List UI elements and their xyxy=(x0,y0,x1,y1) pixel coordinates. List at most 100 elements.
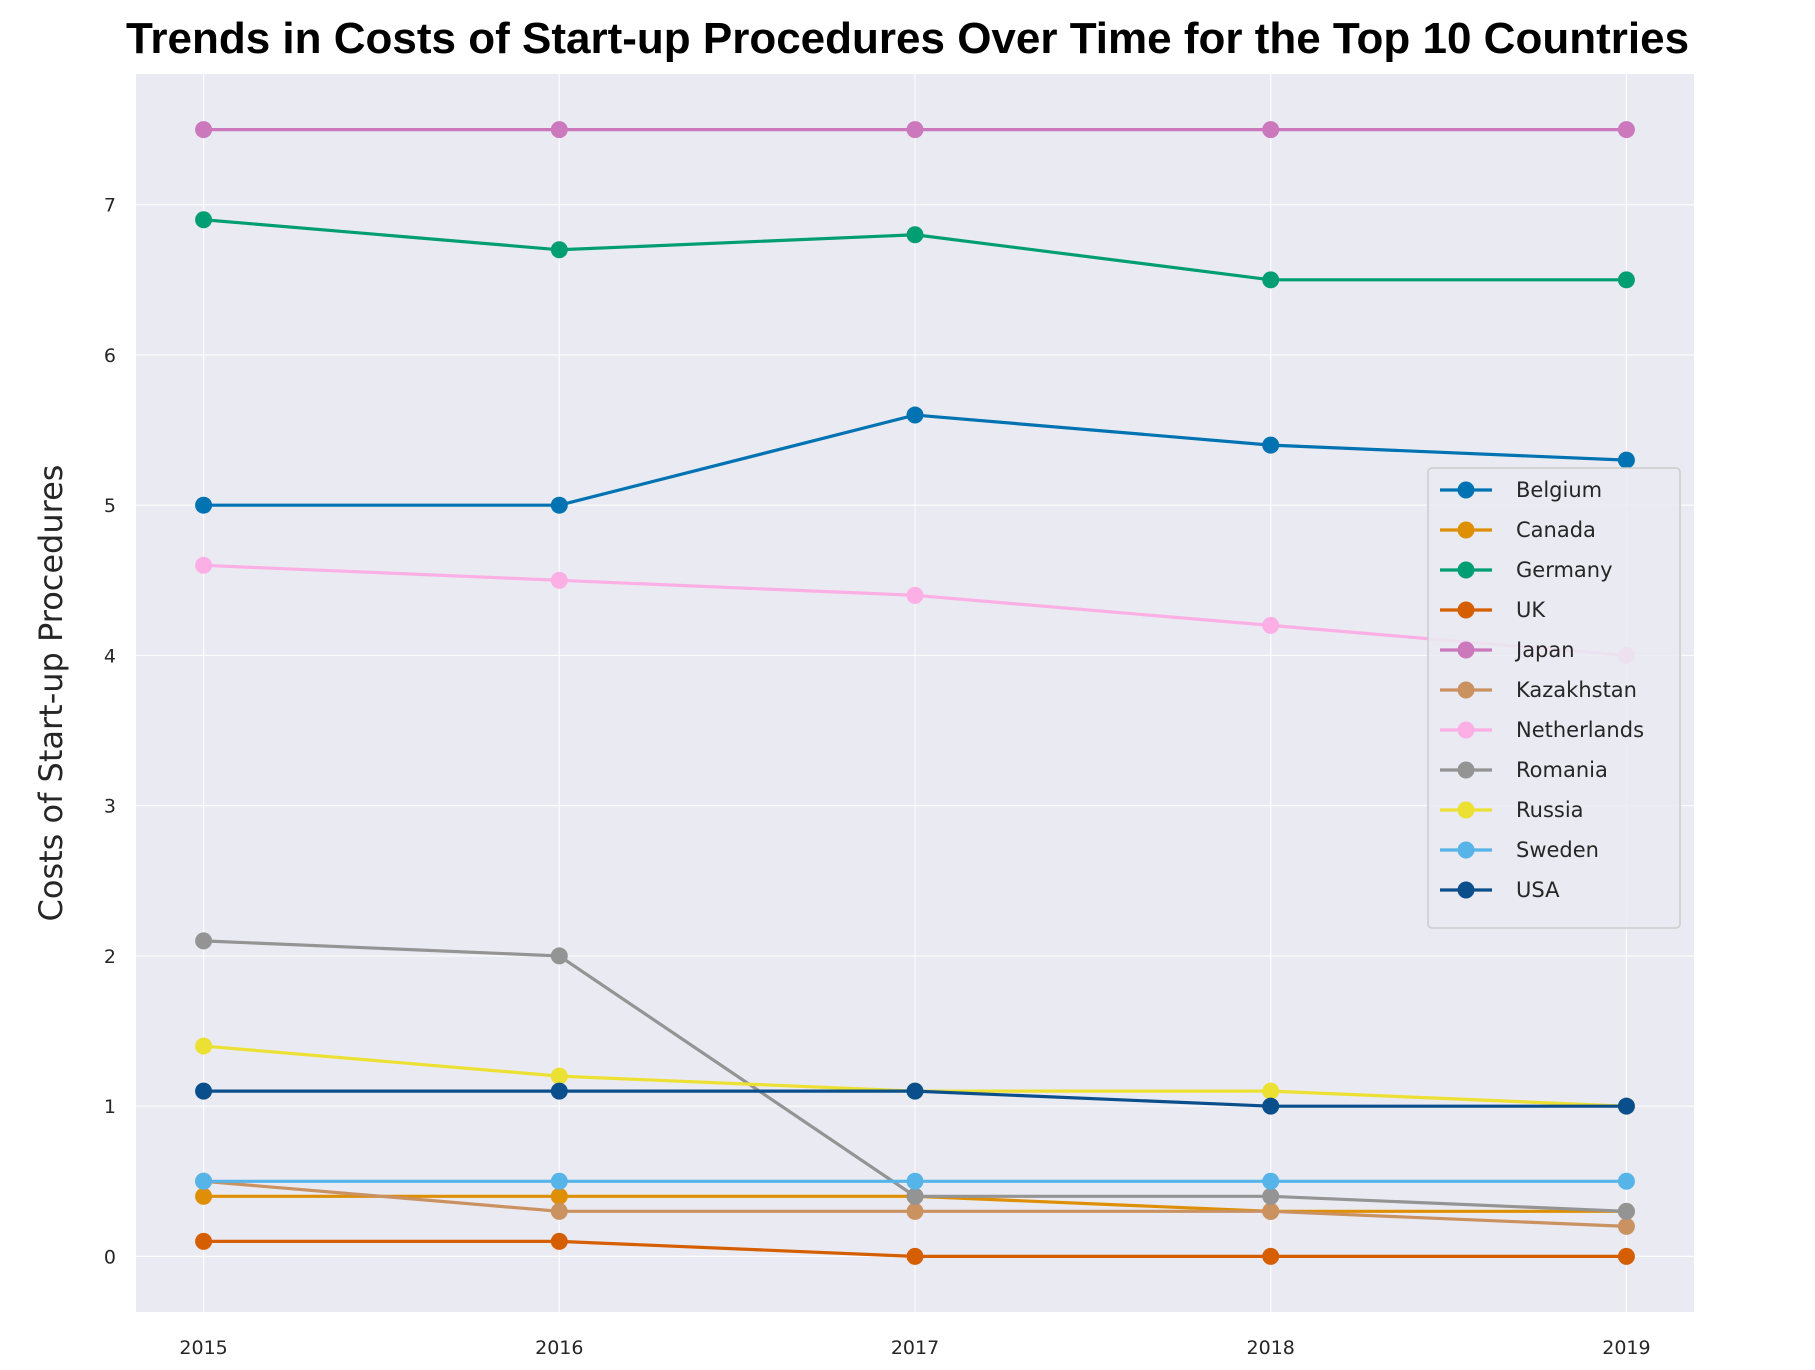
legend-label: USA xyxy=(1516,878,1560,902)
data-point xyxy=(550,571,568,589)
legend-label: Canada xyxy=(1516,518,1596,542)
axis-ticks: 2015 2016 2017 2018 2019 0 1 2 3 4 5 6 7 xyxy=(104,195,1651,1359)
data-point xyxy=(1617,271,1635,289)
legend-label: Sweden xyxy=(1516,838,1599,862)
y-axis-label: Costs of Start-up Procedures xyxy=(32,465,70,922)
data-point xyxy=(1262,271,1280,289)
data-point xyxy=(1617,1172,1635,1190)
data-point xyxy=(906,1247,924,1265)
x-tick-label: 2019 xyxy=(1602,1337,1650,1359)
legend-marker xyxy=(1457,681,1475,699)
data-point xyxy=(195,211,213,229)
data-point xyxy=(1262,1172,1280,1190)
data-point xyxy=(1617,1202,1635,1220)
series-lines xyxy=(195,121,1635,1265)
data-point xyxy=(195,121,213,139)
data-point xyxy=(550,121,568,139)
data-point xyxy=(1617,1217,1635,1235)
data-point xyxy=(1262,1097,1280,1115)
data-point xyxy=(550,1187,568,1205)
data-point xyxy=(550,1082,568,1100)
data-point xyxy=(1617,121,1635,139)
data-point xyxy=(1262,1187,1280,1205)
legend-marker xyxy=(1457,601,1475,619)
legend-marker xyxy=(1457,521,1475,539)
data-point xyxy=(906,1172,924,1190)
data-point xyxy=(195,1082,213,1100)
legend-marker xyxy=(1457,881,1475,899)
legend-marker xyxy=(1457,641,1475,659)
x-tick-label: 2017 xyxy=(891,1337,939,1359)
data-point xyxy=(1262,616,1280,634)
series-romania xyxy=(195,932,1635,1220)
legend-entry-belgium: Belgium xyxy=(1440,478,1602,502)
data-point xyxy=(1262,1247,1280,1265)
x-tick-label: 2015 xyxy=(179,1337,227,1359)
legend-box xyxy=(1427,467,1681,929)
legend-entry-romania: Romania xyxy=(1440,758,1608,782)
data-point xyxy=(1262,1082,1280,1100)
data-point xyxy=(906,586,924,604)
legend-entry-russia: Russia xyxy=(1440,798,1584,822)
legend-label: Germany xyxy=(1516,558,1613,582)
legend-entry-usa: USA xyxy=(1440,878,1560,902)
y-tick-label: 3 xyxy=(104,796,116,818)
y-tick-label: 4 xyxy=(104,645,116,667)
legend-label: Russia xyxy=(1516,798,1584,822)
series-japan xyxy=(195,121,1635,139)
series-sweden xyxy=(195,1172,1635,1190)
legend-marker xyxy=(1457,481,1475,499)
data-point xyxy=(1617,1247,1635,1265)
legend-entry-kazakhstan: Kazakhstan xyxy=(1440,678,1637,702)
legend-entry-netherlands: Netherlands xyxy=(1440,718,1644,742)
legend-marker xyxy=(1457,801,1475,819)
data-point xyxy=(906,1187,924,1205)
data-point xyxy=(550,1172,568,1190)
legend-entry-japan: Japan xyxy=(1440,638,1575,662)
data-point xyxy=(906,1202,924,1220)
legend-marker xyxy=(1457,561,1475,579)
data-point xyxy=(1617,1097,1635,1115)
series-uk xyxy=(195,1232,1635,1265)
legend-label: Romania xyxy=(1516,758,1608,782)
series-germany xyxy=(195,211,1635,289)
legend: Belgium Canada Germany UK Japan Kazakhstan Net… xyxy=(1427,467,1681,929)
y-tick-label: 0 xyxy=(104,1246,116,1268)
data-point xyxy=(1262,121,1280,139)
legend-label: UK xyxy=(1516,598,1546,622)
data-point xyxy=(906,226,924,244)
y-tick-label: 6 xyxy=(104,345,116,367)
data-point xyxy=(550,496,568,514)
legend-marker xyxy=(1457,761,1475,779)
legend-label: Kazakhstan xyxy=(1516,678,1637,702)
legend-entry-sweden: Sweden xyxy=(1440,838,1599,862)
legend-entry-uk: UK xyxy=(1440,598,1546,622)
data-point xyxy=(906,1082,924,1100)
data-point xyxy=(1617,451,1635,469)
legend-label: Netherlands xyxy=(1516,718,1644,742)
data-point xyxy=(550,241,568,259)
y-tick-label: 5 xyxy=(104,495,116,517)
data-point xyxy=(906,406,924,424)
y-tick-label: 1 xyxy=(104,1096,116,1118)
x-tick-label: 2018 xyxy=(1247,1337,1295,1359)
data-point xyxy=(1262,1202,1280,1220)
y-tick-label: 7 xyxy=(104,195,116,217)
legend-label: Japan xyxy=(1514,638,1575,662)
legend-items: Belgium Canada Germany UK Japan Kazakhstan Net… xyxy=(1440,478,1644,902)
chart-title: Trends in Costs of Start-up Procedures O… xyxy=(125,14,1690,63)
y-tick-label: 2 xyxy=(104,946,116,968)
data-point xyxy=(550,1232,568,1250)
legend-marker xyxy=(1457,841,1475,859)
data-point xyxy=(195,556,213,574)
series-belgium xyxy=(195,406,1635,514)
legend-entry-canada: Canada xyxy=(1440,518,1596,542)
data-point xyxy=(550,1202,568,1220)
data-point xyxy=(195,1172,213,1190)
data-point xyxy=(550,1067,568,1085)
x-tick-label: 2016 xyxy=(535,1337,583,1359)
data-point xyxy=(550,947,568,965)
data-point xyxy=(1262,436,1280,454)
data-point xyxy=(906,121,924,139)
